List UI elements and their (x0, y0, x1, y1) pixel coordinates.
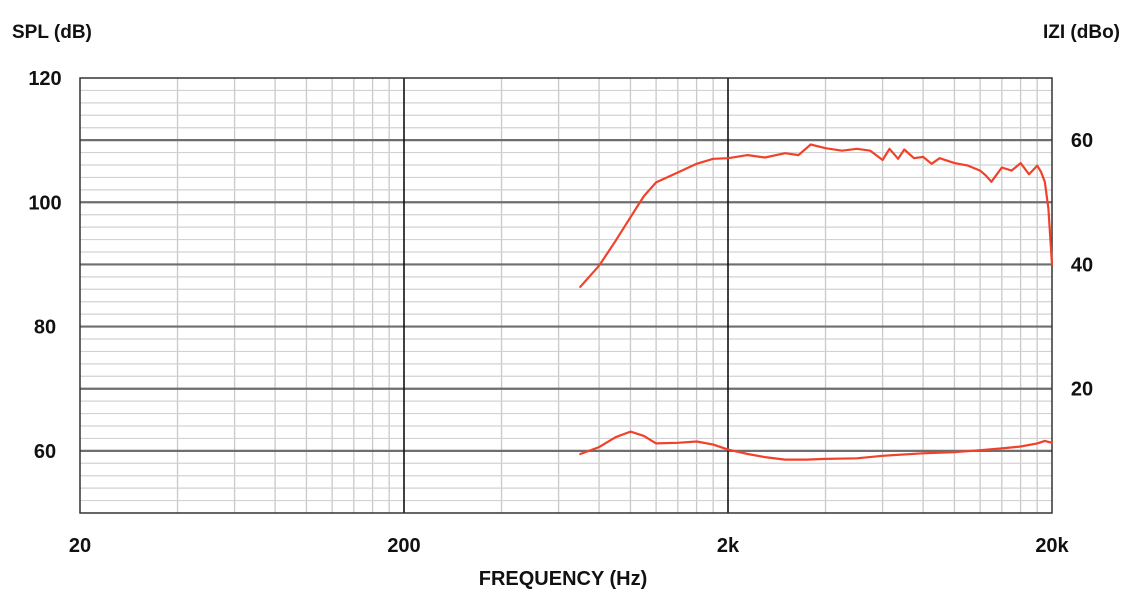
y-right-tick-label: 20 (1071, 379, 1093, 401)
impedance-curve (579, 430, 1054, 461)
y-right-tick-label: 60 (1071, 130, 1093, 152)
y-left-tick-label: 80 (34, 317, 56, 339)
y-left-tick-label: 60 (34, 441, 56, 463)
minor-grid (80, 78, 1052, 513)
y-axis-right-label: IZI (dBo) (1043, 22, 1120, 43)
tick-labels: 20 200 2k 20k 120 100 80 60 60 40 20 (28, 68, 1093, 557)
plot-frame (79, 77, 1053, 514)
series-layer (579, 143, 1054, 461)
y-axis-left-label: SPL (dB) (12, 22, 92, 43)
y-left-tick-label: 100 (28, 192, 61, 214)
x-axis-label: FREQUENCY (Hz) (479, 568, 648, 590)
x-tick-label: 200 (387, 535, 420, 557)
major-grid (80, 78, 1052, 513)
x-tick-label: 2k (717, 535, 740, 557)
y-right-tick-label: 40 (1071, 254, 1093, 276)
y-left-tick-label: 120 (28, 68, 61, 90)
x-tick-label: 20 (69, 535, 91, 557)
spl-curve (579, 143, 1054, 288)
x-tick-label: 20k (1035, 535, 1069, 557)
